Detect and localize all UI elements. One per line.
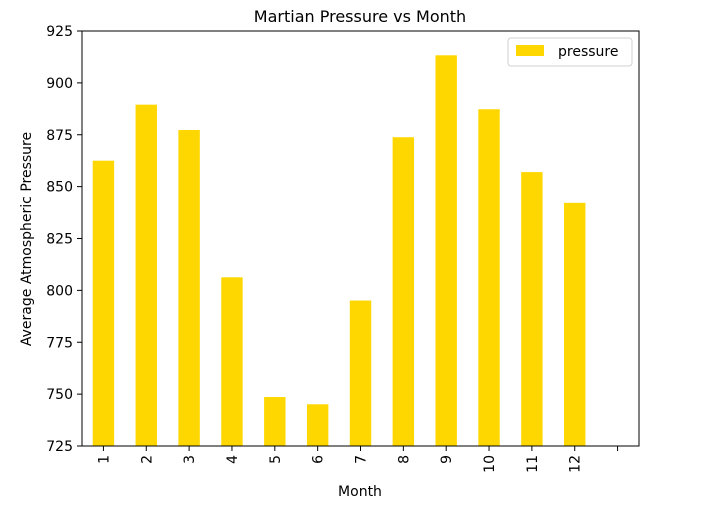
x-tick-label: 10 (482, 455, 498, 473)
legend-label-pressure: pressure (558, 44, 618, 60)
bar (435, 55, 457, 446)
x-tick-label: 5 (268, 455, 284, 464)
bar (221, 277, 243, 446)
legend: pressure (507, 37, 633, 67)
x-tick-label: 4 (225, 455, 241, 464)
x-tick-label: 11 (525, 455, 541, 473)
bar (92, 160, 115, 446)
y-tick-label: 800 (46, 283, 73, 299)
y-tick-label: 775 (46, 335, 73, 351)
y-tick-label: 900 (46, 76, 73, 92)
y-tick-label: 725 (46, 439, 73, 455)
x-tick-label: 7 (354, 455, 370, 464)
bar (392, 137, 415, 447)
bar (564, 202, 586, 446)
x-tick-label: 1 (96, 455, 112, 464)
y-axis: 725 750 775 800 825 850 875 900 925 (46, 24, 82, 455)
x-tick-label: 8 (396, 455, 412, 464)
y-tick-label: 850 (46, 180, 73, 196)
y-axis-label: Average Atmospheric Pressure (19, 132, 35, 346)
x-tick-label: 6 (311, 455, 327, 464)
bar (178, 129, 200, 447)
bar (521, 172, 543, 446)
y-tick-label: 825 (46, 232, 73, 248)
legend-swatch-pressure (516, 45, 544, 56)
bar (306, 404, 329, 446)
x-tick-label: 3 (182, 455, 198, 464)
y-tick-label: 875 (46, 128, 73, 144)
bar (264, 397, 286, 446)
y-tick-label: 925 (46, 24, 73, 40)
x-tick-label: 12 (568, 455, 584, 473)
x-tick-label: 2 (139, 455, 155, 464)
y-tick-label: 750 (46, 387, 73, 403)
x-axis-label: Month (338, 484, 382, 500)
x-tick-label: 9 (439, 455, 455, 464)
bar (478, 109, 500, 446)
chart-title: Martian Pressure vs Month (254, 7, 466, 26)
x-axis: 1 2 3 4 5 6 7 8 9 10 11 12 (96, 446, 619, 473)
bar (349, 300, 372, 446)
bar (135, 104, 157, 446)
bars-group (92, 55, 586, 447)
